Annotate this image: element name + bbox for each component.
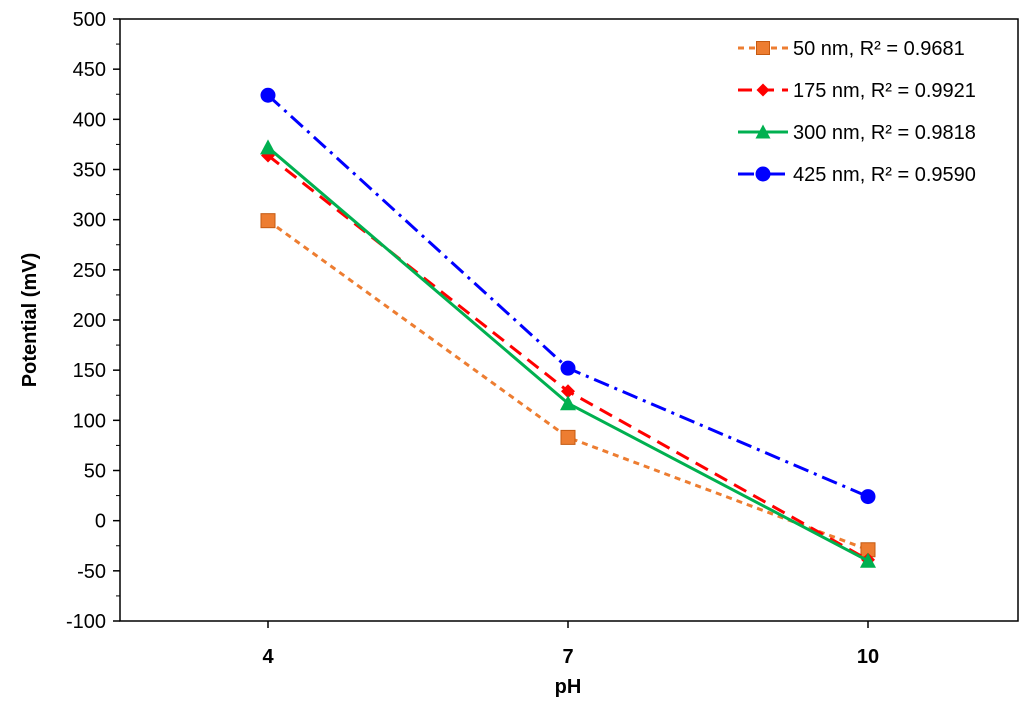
legend-marker (755, 124, 771, 139)
y-tick-label: 350 (73, 160, 106, 182)
series-line (267, 154, 869, 562)
legend-label: 425 nm, R² = 0.9590 (793, 164, 976, 186)
legend-label: 175 nm, R² = 0.9921 (793, 80, 976, 102)
legend: 50 nm, R² = 0.9681 175 nm, R² = 0.9921 300… (738, 38, 976, 186)
series-2 (260, 139, 876, 568)
y-tick-label: 300 (73, 210, 106, 232)
y-tick-label: -50 (77, 561, 106, 583)
legend-label: 300 nm, R² = 0.9818 (793, 122, 976, 144)
legend-marker (756, 83, 770, 97)
y-tick-label: 500 (73, 9, 106, 31)
data-point (260, 87, 276, 103)
data-point (260, 213, 276, 229)
legend-item-1: 175 nm, R² = 0.9921 (738, 80, 976, 102)
data-point (860, 489, 876, 505)
x-tick-label: 4 (262, 646, 274, 668)
axes: -100 -50 0 50 100 150 200 250 300 350 400 450 500 4 7 1… (66, 9, 1019, 668)
x-tick-label: 10 (857, 646, 879, 668)
y-tick-label: 50 (84, 461, 106, 483)
y-tick-label: 400 (73, 109, 106, 131)
plot-frame (119, 18, 1019, 622)
legend-marker (756, 41, 770, 55)
data-point (560, 395, 576, 411)
series-line (267, 146, 869, 563)
legend-item-3: 425 nm, R² = 0.9590 (738, 164, 976, 186)
x-axis-title: pH (555, 676, 582, 698)
legend-item-2: 300 nm, R² = 0.9818 (738, 122, 976, 144)
series-lines (260, 87, 876, 568)
y-tick-label: 250 (73, 260, 106, 282)
series-line (267, 219, 869, 552)
legend-marker (755, 166, 771, 182)
x-tick-label: 7 (562, 646, 573, 668)
y-tick-label: 150 (73, 360, 106, 382)
y-tick-label: 450 (73, 59, 106, 81)
series-3 (260, 87, 876, 505)
legend-item-0: 50 nm, R² = 0.9681 (738, 38, 965, 60)
y-tick-label: 100 (73, 410, 106, 432)
legend-label: 50 nm, R² = 0.9681 (793, 38, 965, 60)
series-0 (260, 213, 876, 558)
y-tick-label: 0 (95, 511, 106, 533)
series-1 (261, 148, 875, 567)
data-point (561, 384, 575, 399)
data-point (560, 360, 576, 376)
data-point (560, 429, 576, 445)
y-tick-label: -100 (66, 611, 106, 633)
data-point (860, 552, 876, 568)
y-axis-title: Potential (mV) (19, 253, 41, 387)
data-point (260, 139, 276, 155)
y-tick-label: 200 (73, 310, 106, 332)
